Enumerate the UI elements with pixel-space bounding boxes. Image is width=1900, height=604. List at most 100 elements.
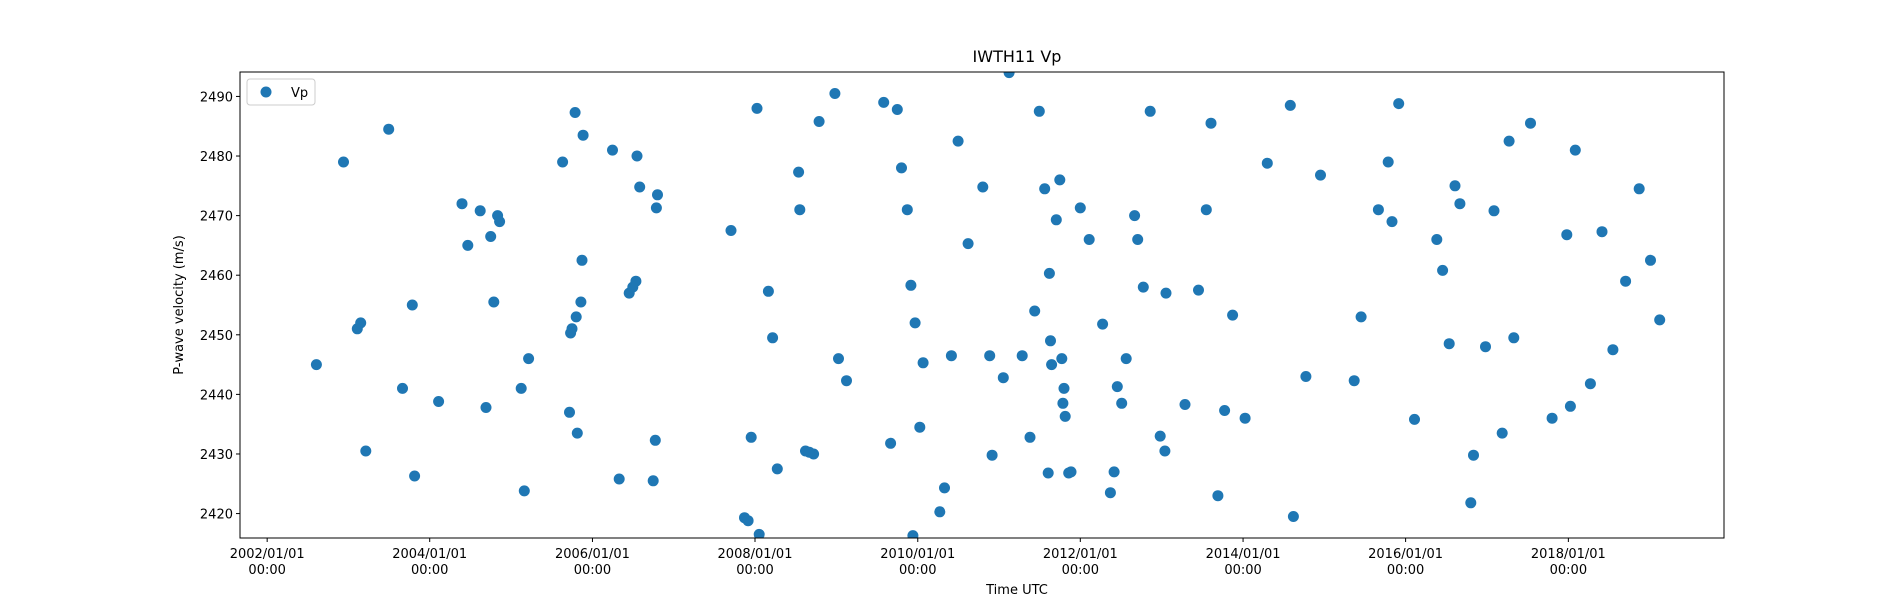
- data-point: [564, 406, 575, 418]
- data-point: [488, 296, 500, 308]
- data-point: [885, 437, 897, 449]
- data-point: [1508, 332, 1520, 344]
- x-tick-label-time: 00:00: [1062, 563, 1099, 578]
- data-point: [1564, 400, 1576, 412]
- data-point: [571, 427, 583, 439]
- y-tick-label: 2440: [200, 388, 233, 403]
- x-tick-label-time: 00:00: [1224, 563, 1261, 578]
- data-point: [1503, 135, 1515, 147]
- data-point: [613, 473, 625, 485]
- y-tick-label: 2470: [200, 210, 233, 225]
- chart-title: IWTH11 Vp: [973, 47, 1062, 66]
- data-point: [813, 116, 825, 127]
- data-point: [1480, 341, 1491, 353]
- y-tick-label: 2430: [200, 448, 233, 463]
- data-point: [1111, 381, 1123, 393]
- data-point: [1569, 144, 1581, 156]
- x-tick-label-time: 00:00: [248, 563, 285, 578]
- data-point: [1043, 267, 1055, 279]
- data-point: [494, 216, 506, 228]
- data-point: [1137, 281, 1149, 293]
- data-point: [1045, 335, 1056, 347]
- data-point: [338, 156, 349, 168]
- data-point: [1443, 338, 1455, 350]
- legend-label: Vp: [291, 86, 308, 101]
- y-tick-label: 2450: [200, 329, 233, 344]
- data-point: [771, 463, 783, 475]
- data-point: [627, 281, 639, 293]
- data-point: [977, 181, 989, 193]
- data-point: [1355, 311, 1367, 323]
- data-point: [745, 431, 757, 443]
- y-tick-label: 2420: [200, 508, 233, 523]
- data-point: [1219, 405, 1231, 416]
- data-point: [751, 102, 763, 114]
- data-point: [631, 150, 643, 162]
- data-point: [1083, 234, 1095, 245]
- data-point: [1287, 511, 1299, 522]
- data-point: [1024, 431, 1036, 443]
- data-point: [1212, 490, 1224, 502]
- data-point: [1104, 487, 1116, 499]
- data-point: [577, 129, 589, 141]
- data-point: [1054, 174, 1066, 186]
- x-tick-label: 2004/01/01: [392, 547, 467, 562]
- data-point: [905, 279, 917, 291]
- data-point: [1633, 183, 1645, 195]
- x-tick-label: 2014/01/01: [1206, 547, 1281, 562]
- data-point: [1193, 284, 1204, 296]
- data-point: [1144, 105, 1156, 117]
- data-point: [997, 372, 1009, 384]
- data-point: [1465, 497, 1477, 509]
- data-point: [829, 88, 841, 99]
- data-point: [485, 231, 497, 242]
- data-point: [725, 225, 737, 236]
- data-point: [917, 357, 929, 369]
- data-point: [575, 296, 587, 308]
- data-point: [515, 382, 527, 394]
- data-point: [1059, 410, 1071, 422]
- data-point: [1058, 382, 1070, 394]
- data-point: [570, 311, 582, 323]
- data-point: [1003, 72, 1015, 79]
- data-point: [523, 353, 535, 365]
- data-point: [984, 350, 996, 362]
- data-point: [1654, 314, 1666, 326]
- x-tick-label-time: 00:00: [1550, 563, 1587, 578]
- data-point: [1039, 183, 1051, 195]
- data-point: [909, 317, 921, 329]
- data-point: [1393, 98, 1405, 110]
- data-point: [1046, 359, 1058, 371]
- data-point: [1159, 445, 1171, 457]
- data-point: [939, 482, 950, 494]
- data-point: [767, 332, 779, 344]
- x-axis-label: Time UTC: [985, 583, 1048, 598]
- data-point: [355, 317, 367, 329]
- data-point: [1561, 229, 1573, 241]
- data-point: [1120, 353, 1132, 365]
- data-point: [1431, 234, 1443, 245]
- data-point: [1261, 157, 1273, 169]
- data-point: [1386, 216, 1398, 228]
- data-point: [1179, 399, 1191, 410]
- data-point: [1496, 427, 1508, 439]
- data-point: [952, 135, 964, 147]
- data-point: [1315, 169, 1326, 181]
- data-point: [649, 434, 661, 446]
- data-point: [891, 104, 903, 115]
- data-point: [1029, 305, 1041, 317]
- data-point: [901, 204, 913, 216]
- x-tick-label: 2010/01/01: [880, 547, 955, 562]
- data-point: [1033, 105, 1045, 117]
- legend-frame: [246, 78, 316, 106]
- y-tick-label: 2480: [200, 150, 233, 165]
- data-point: [986, 449, 998, 461]
- data-point: [569, 107, 581, 118]
- data-point: [753, 528, 765, 538]
- data-point: [1645, 254, 1656, 266]
- data-point: [803, 446, 815, 458]
- x-tick-label-time: 00:00: [736, 563, 773, 578]
- data-point: [383, 123, 395, 135]
- y-tick-label: 2490: [200, 90, 233, 105]
